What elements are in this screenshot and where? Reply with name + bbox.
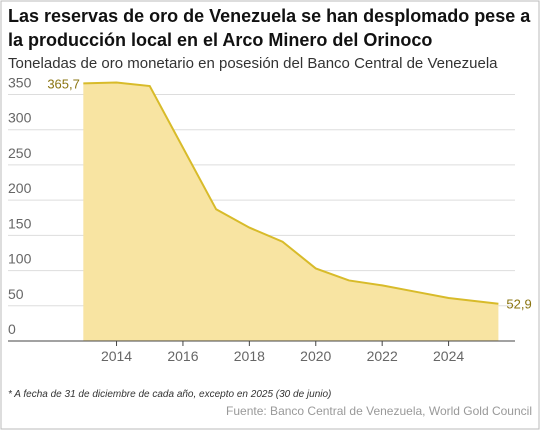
x-tick-label: 2014 <box>101 348 132 364</box>
y-tick-label: 150 <box>8 215 32 231</box>
y-tick-label: 50 <box>8 286 24 302</box>
y-tick-label: 200 <box>8 180 32 196</box>
x-tick-label: 2020 <box>300 348 331 364</box>
y-tick-label: 0 <box>8 321 16 337</box>
x-tick-label: 2016 <box>167 348 198 364</box>
title-box: Las reservas de oro de Venezuela se han … <box>8 6 531 50</box>
y-tick-label: 350 <box>8 74 32 90</box>
data-label: 52,9 <box>506 297 531 312</box>
chart-subtitle: Toneladas de oro monetario en posesión d… <box>8 55 498 72</box>
y-tick-label: 100 <box>8 251 32 267</box>
x-tick-label: 2024 <box>433 348 464 364</box>
data-label: 365,7 <box>47 76 80 91</box>
x-tick-label: 2018 <box>234 348 265 364</box>
line <box>83 81 499 305</box>
source: Fuente: Banco Central de Venezuela, Worl… <box>226 404 532 418</box>
y-tick-label: 300 <box>8 110 32 126</box>
x-tick-label: 2022 <box>367 348 398 364</box>
footnote: * A fecha de 31 de diciembre de cada año… <box>8 389 331 400</box>
chart-title: Las reservas de oro de Venezuela se han … <box>8 6 531 50</box>
y-tick-label: 250 <box>8 145 32 161</box>
area <box>83 82 499 341</box>
